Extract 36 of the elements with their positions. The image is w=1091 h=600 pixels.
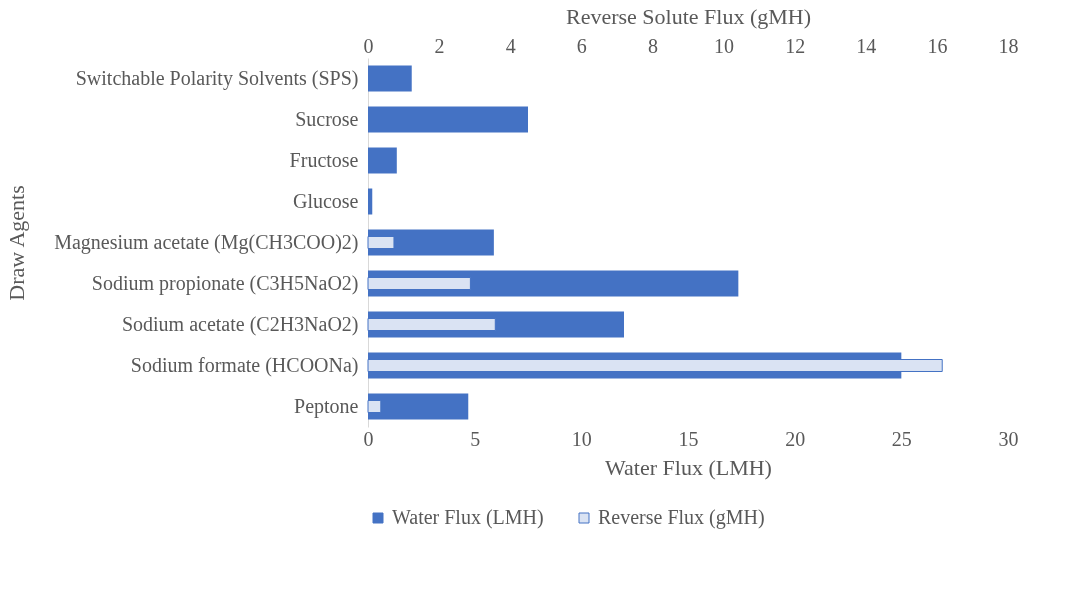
x-tick-label: 30 bbox=[998, 427, 1019, 450]
x2-tick-label: 18 bbox=[998, 34, 1019, 57]
x-tick-label: 25 bbox=[891, 427, 912, 450]
legend-label: Water Flux (LMH) bbox=[392, 506, 544, 529]
bar bbox=[368, 147, 397, 174]
x2-tick-label: 10 bbox=[714, 34, 735, 57]
x-tick-label: 15 bbox=[678, 427, 699, 450]
x2-tick-label: 12 bbox=[785, 34, 806, 57]
y-tick-label: Sodium formate (HCOONa) bbox=[130, 353, 359, 377]
y-tick-label: Sodium propionate (C3H5NaO2) bbox=[91, 271, 359, 295]
x2-tick-label: 2 bbox=[434, 34, 445, 57]
y-tick-label: Glucose bbox=[292, 189, 359, 212]
bar bbox=[368, 188, 373, 215]
x-axis-title: Water Flux (LMH) bbox=[605, 454, 772, 480]
x-tick-label: 10 bbox=[571, 427, 592, 450]
x2-tick-label: 6 bbox=[576, 34, 587, 57]
x2-axis-title: Reverse Solute Flux (gMH) bbox=[565, 3, 812, 29]
y-tick-label: Fructose bbox=[289, 148, 359, 171]
x-tick-label: 0 bbox=[363, 427, 374, 450]
y-tick-label: Magnesium acetate (Mg(CH3COO)2) bbox=[54, 230, 359, 254]
bar bbox=[368, 65, 412, 92]
x2-tick-label: 16 bbox=[927, 34, 948, 57]
y-tick-label: Switchable Polarity Solvents (SPS) bbox=[75, 66, 359, 90]
y-axis-title: Draw Agents bbox=[3, 185, 29, 301]
x2-tick-label: 4 bbox=[505, 34, 516, 57]
legend-label: Reverse Flux (gMH) bbox=[598, 506, 765, 529]
y-tick-label: Peptone bbox=[294, 394, 359, 418]
bar bbox=[368, 106, 528, 133]
x-tick-label: 5 bbox=[470, 427, 481, 450]
x2-tick-label: 14 bbox=[856, 34, 877, 57]
y-tick-label: Sodium acetate (C2H3NaO2) bbox=[121, 312, 359, 336]
x2-tick-label: 8 bbox=[647, 34, 658, 57]
x-tick-label: 20 bbox=[785, 427, 806, 450]
y-tick-label: Sucrose bbox=[295, 107, 359, 130]
bar bbox=[368, 393, 469, 420]
x2-tick-label: 0 bbox=[363, 34, 374, 57]
